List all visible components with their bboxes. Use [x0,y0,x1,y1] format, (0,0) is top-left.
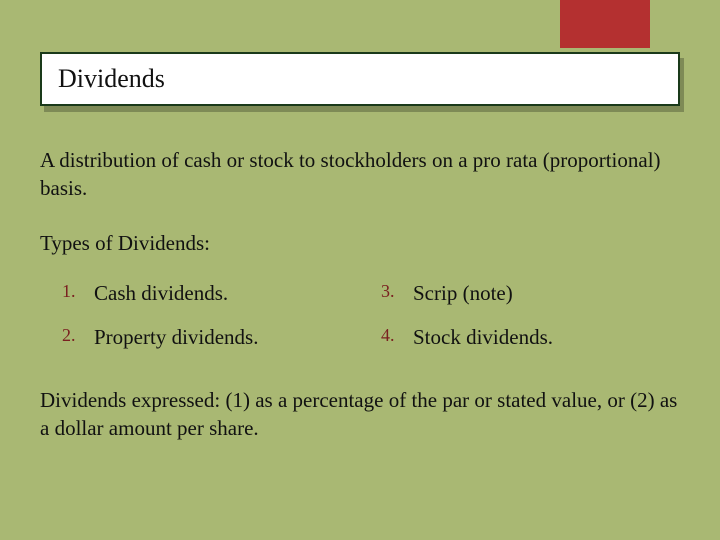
types-list: 1. Cash dividends. 3. Scrip (note) 2. Pr… [62,279,680,352]
list-number: 2. [62,323,80,351]
list-label: Cash dividends. [94,279,228,307]
description-text: A distribution of cash or stock to stock… [40,146,680,203]
slide-content: A distribution of cash or stock to stock… [40,146,680,442]
list-item: 4. Stock dividends. [381,323,680,351]
list-label: Property dividends. [94,323,258,351]
slide-title: Dividends [58,64,662,94]
accent-block [560,0,650,48]
list-number: 4. [381,323,399,351]
list-number: 1. [62,279,80,307]
footer-text: Dividends expressed: (1) as a percentage… [40,386,680,443]
list-number: 3. [381,279,399,307]
list-label: Scrip (note) [413,279,513,307]
list-item: 1. Cash dividends. [62,279,361,307]
list-item: 3. Scrip (note) [381,279,680,307]
list-item: 2. Property dividends. [62,323,361,351]
types-subheading: Types of Dividends: [40,229,680,257]
title-bar: Dividends [40,52,680,106]
list-label: Stock dividends. [413,323,553,351]
